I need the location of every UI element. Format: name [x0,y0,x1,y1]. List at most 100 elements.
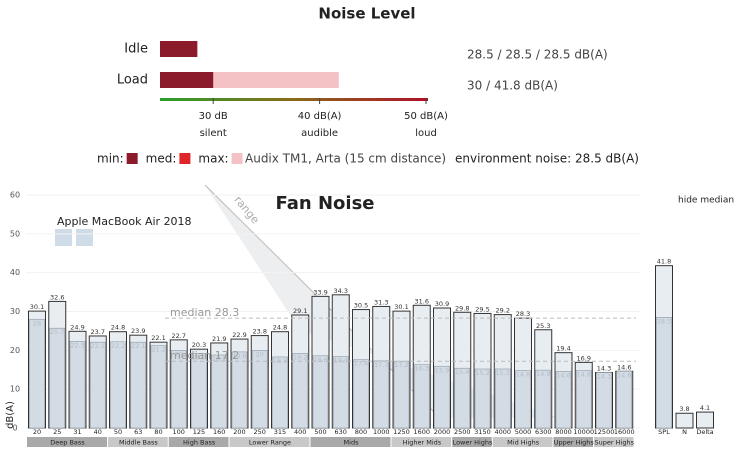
idle-value: 17.2 [394,361,408,369]
load-value: 29.1 [293,307,307,315]
idle-value: 17.6 [354,360,368,368]
load-value: 29.5 [475,305,489,313]
scale-line [160,98,428,101]
band-box [492,437,553,447]
y-tick-label: 10 [10,385,20,394]
y-tick-label: 30 [10,307,20,316]
x-tick-label: SPL [658,428,670,436]
load-value: 14.3 [597,364,611,372]
scale-note: loud [415,128,437,139]
idle-bar [69,341,86,429]
load-value: 28.3 [516,310,530,318]
x-tick-label: 40 [94,428,102,436]
scale-note: silent [200,128,227,139]
median-label: median 17.2 [170,349,239,362]
idle-bar [251,350,268,429]
fan-title: Fan Noise [276,193,375,214]
load-value: 29.8 [455,304,469,312]
idle-bar [130,341,147,429]
band-label: Lower Highs [453,439,493,447]
load-value: 22.9 [232,331,246,339]
idle-bar [373,360,390,429]
band-label: High Bass [183,439,216,447]
noise-title: Noise Level [318,5,415,23]
level-bar [160,41,198,57]
band-box [168,437,229,447]
x-tick-label: 100 [173,428,185,436]
legend-note: Audix TM1, Arta (15 cm distance) [245,152,446,166]
band-box [229,437,310,447]
idle-value: 14.9 [536,370,550,378]
band-box [310,437,391,447]
idle-value: 18.8 [212,355,226,363]
load-value: 25.3 [536,322,550,330]
load-value: 14.6 [617,363,631,371]
idle-bar [474,368,491,429]
y-tick-label: 50 [10,229,20,238]
legend-label: med: [146,152,177,166]
scale-tick-label: 40 dB(A) [298,111,342,122]
scale-tick-label: 30 dB [199,111,228,122]
x-tick-label: 5000 [515,428,532,436]
x-tick-label: 630 [335,428,347,436]
idle-bar [616,371,633,429]
x-tick-label: 160 [213,428,225,436]
legend-swatch [179,153,191,164]
load-value: 16.9 [577,354,591,362]
load-value: 30.1 [30,303,44,311]
idle-bar [535,369,552,429]
legend-swatch [126,153,138,164]
load-value: 30.1 [394,303,408,311]
row-label: Load [117,73,148,88]
x-tick-label: 2000 [434,428,451,436]
load-value: 23.8 [253,328,267,336]
idle-value: 22.2 [111,342,125,350]
x-tick-label: 1250 [393,428,410,436]
x-tick-label: 200 [233,428,245,436]
load-value: 31.6 [415,297,429,305]
x-tick-label: 16000 [614,428,635,436]
legend-note: environment noise: 28.5 dB(A) [455,152,639,166]
band-label: Upper Highs [554,439,595,447]
idle-bar [656,317,672,429]
idle-value: 14.8 [516,371,530,379]
y-tick-label: 0 [12,424,17,433]
idle-bar [150,345,167,429]
load-value: 23.9 [131,327,145,335]
x-tick-label: 250 [254,428,266,436]
load-value: 33.9 [313,288,327,296]
band-box [452,437,492,447]
load-value: 34.3 [334,287,348,295]
idle-bar [596,372,612,429]
scale-note: audible [301,128,338,139]
idle-value: 15.2 [475,369,489,377]
legend-label: max: [198,152,228,166]
load-value: 31.3 [374,298,388,306]
x-tick-label: 800 [355,428,367,436]
idle-value: 14.6 [556,371,570,379]
x-tick-label: 50 [114,428,122,436]
hide-median[interactable]: hide median [678,196,734,206]
idle-value: 15.4 [455,368,469,376]
band-box [27,437,107,447]
level-value: 30 / 41.8 dB(A) [467,79,558,93]
level-value: 28.5 / 28.5 / 28.5 dB(A) [467,48,608,62]
y-tick-label: 60 [10,191,20,200]
load-bar [696,411,714,429]
idle-value: 19.2 [293,353,307,361]
y-axis-label: dB(A) [5,401,16,429]
load-value: 32.6 [50,293,64,301]
x-tick-label: 315 [274,428,286,436]
idle-value: 21.2 [151,346,165,354]
load-value: 30.5 [354,302,368,310]
band-label: Higher Mids [403,439,442,447]
load-value: 4.1 [700,404,710,412]
idle-bar [110,341,126,429]
idle-bar [353,359,369,429]
x-tick-label: 80 [154,428,162,436]
x-tick-label: 3150 [474,428,491,436]
device-swatch [55,229,72,246]
idle-value: 14.3 [597,372,611,380]
median-label: median 28.3 [170,306,239,319]
